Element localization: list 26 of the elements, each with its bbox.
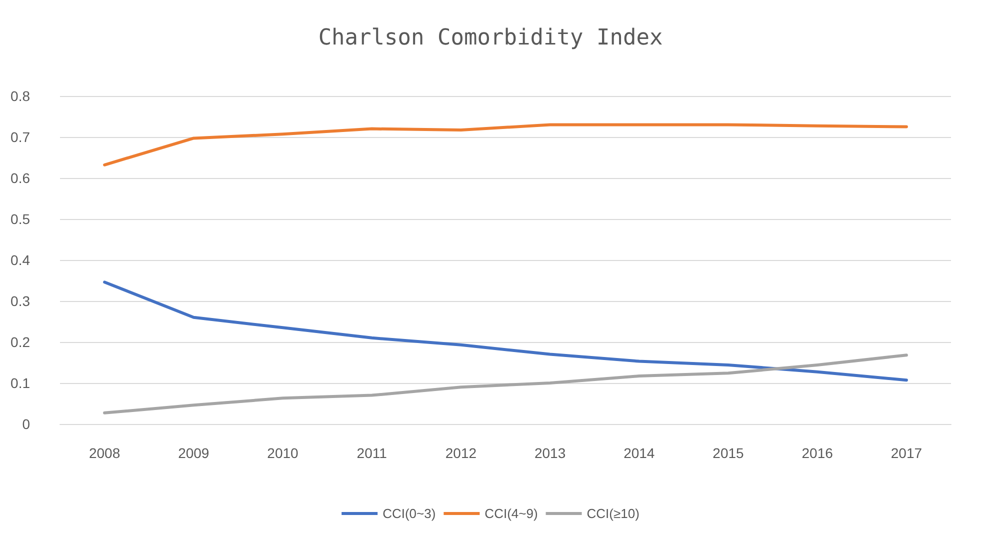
y-tick-label: 0.8	[10, 88, 30, 104]
line-series	[103, 354, 908, 414]
x-tick-label: 2013	[534, 445, 566, 461]
x-tick-label: 2017	[890, 445, 922, 461]
chart-title: Charlson Comorbidity Index	[318, 26, 663, 50]
x-tick-label: 2014	[624, 445, 655, 461]
x-tick-label: 2011	[356, 445, 388, 461]
x-tick-label: 2015	[712, 445, 744, 461]
x-tick-label: 2012	[445, 445, 477, 461]
y-tick-label: 0.6	[10, 170, 30, 186]
y-tick-label: 0.2	[10, 334, 30, 350]
x-tick-label: 2016	[802, 445, 834, 461]
x-tick-label: 2010	[267, 445, 299, 461]
y-tick-label: 0.5	[10, 211, 30, 227]
legend-label: CCI(≥10)	[586, 506, 640, 521]
y-tick-label: 0.4	[10, 252, 30, 268]
y-tick-label: 0.7	[10, 129, 30, 145]
y-tick-label: 0.3	[10, 293, 30, 309]
y-tick-label: 0	[22, 416, 30, 432]
legend-label: CCI(0~3)	[382, 506, 436, 521]
line-series	[103, 123, 908, 166]
y-tick-label: 0.1	[10, 375, 30, 391]
legend-label: CCI(4~9)	[484, 506, 538, 521]
x-tick-label: 2008	[88, 445, 120, 461]
line-series	[103, 280, 908, 382]
x-tick-label: 2009	[178, 445, 210, 461]
